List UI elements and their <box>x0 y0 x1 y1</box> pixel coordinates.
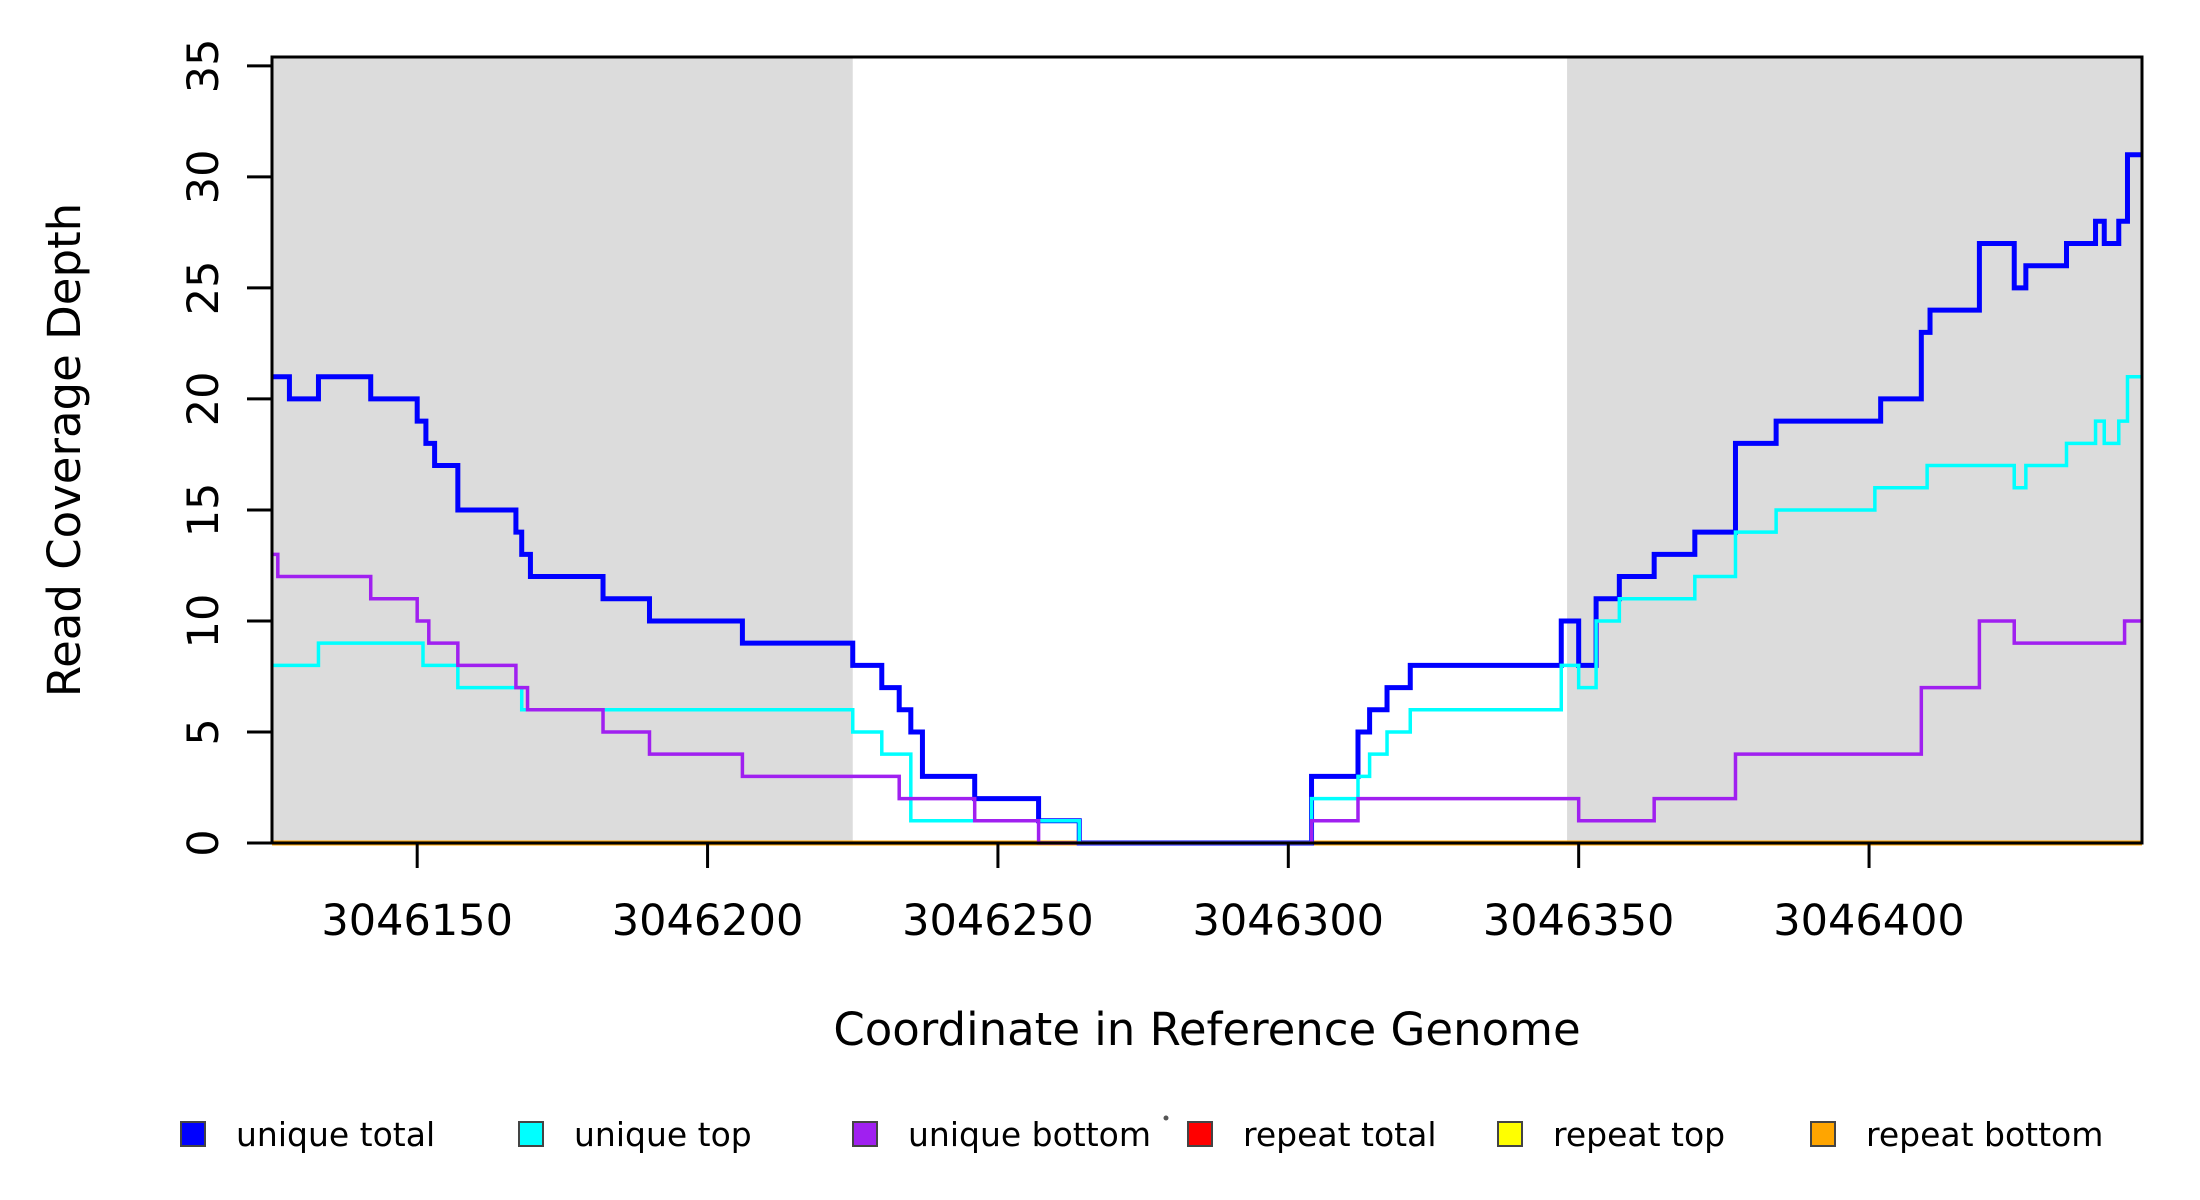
legend-swatch-repeat-top <box>1497 1121 1523 1147</box>
x-tick-label: 3046200 <box>612 896 804 946</box>
legend-swatch-unique-top <box>518 1121 544 1147</box>
legend-label-repeat-top: repeat top <box>1553 1115 1725 1154</box>
x-tick-label: 3046400 <box>1773 896 1965 946</box>
x-tick-label: 3046250 <box>902 896 1094 946</box>
stray-dot <box>1163 1115 1169 1121</box>
series-line-unique-bottom <box>272 552 2142 845</box>
legend-swatch-unique-bottom <box>852 1121 878 1147</box>
legend-swatch-unique-total <box>180 1121 206 1147</box>
legend-item-repeat-bottom: repeat bottom <box>1810 1115 2103 1154</box>
right-gray-band <box>1567 57 2142 843</box>
legend-item-unique-top: unique top <box>518 1115 752 1154</box>
x-tick-label: 3046350 <box>1483 896 1675 946</box>
left-gray-band <box>272 57 853 843</box>
y-tick-label: 20 <box>179 372 229 427</box>
plot-border <box>270 55 2144 845</box>
legend-label-unique-bottom: unique bottom <box>908 1115 1151 1154</box>
legend-label-repeat-bottom: repeat bottom <box>1866 1115 2103 1154</box>
y-tick-labels: 0 5 10 15 20 25 30 35 <box>179 39 229 857</box>
x-tick-labels: 3046150 3046200 3046250 3046300 3046350 30464… <box>321 896 1964 946</box>
legend-label-unique-total: unique total <box>236 1115 435 1154</box>
legend: unique total unique top unique bottom repea… <box>180 1115 2103 1154</box>
series-line-unique-top <box>272 374 2142 845</box>
y-tick-label: 0 <box>179 829 229 856</box>
x-axis-title: Coordinate in Reference Genome <box>833 1003 1580 1056</box>
legend-label-repeat-total: repeat total <box>1243 1115 1437 1154</box>
y-tick-label: 35 <box>179 39 229 94</box>
y-tick-label: 5 <box>179 718 229 745</box>
axes <box>247 55 2144 868</box>
legend-label-unique-top: unique top <box>574 1115 752 1154</box>
y-tick-label: 30 <box>179 150 229 205</box>
shaded-regions <box>272 57 2142 843</box>
legend-swatch-repeat-total <box>1187 1121 1213 1147</box>
x-tick-label: 3046300 <box>1193 896 1385 946</box>
legend-item-repeat-top: repeat top <box>1497 1115 1725 1154</box>
series-line-unique-total <box>272 152 2142 846</box>
legend-item-repeat-total: repeat total <box>1187 1115 1437 1154</box>
y-tick-label: 15 <box>179 483 229 538</box>
legend-item-unique-total: unique total <box>180 1115 435 1154</box>
x-tick-label: 3046150 <box>321 896 513 946</box>
y-tick-label: 25 <box>179 261 229 316</box>
legend-swatch-repeat-bottom <box>1810 1121 1836 1147</box>
legend-item-unique-bottom: unique bottom <box>852 1115 1151 1154</box>
y-axis-title: Read Coverage Depth <box>38 203 91 697</box>
y-tick-label: 10 <box>179 594 229 649</box>
